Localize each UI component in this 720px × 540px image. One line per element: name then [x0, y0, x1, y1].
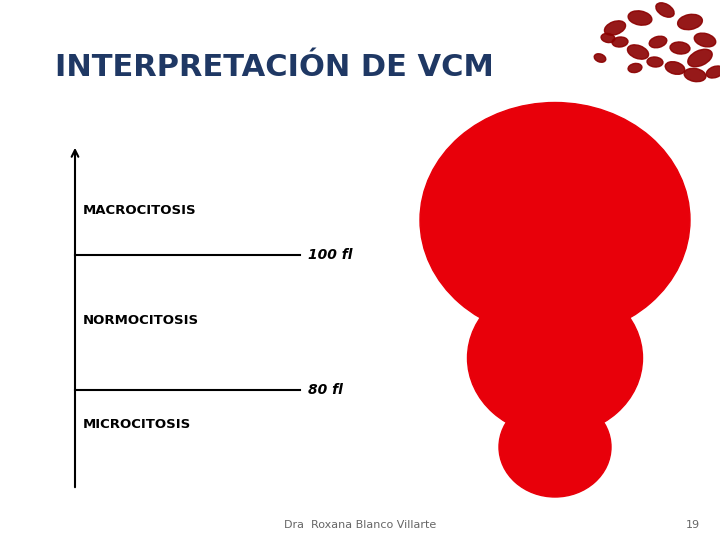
Text: MICROCITOSIS: MICROCITOSIS: [83, 418, 192, 431]
Ellipse shape: [627, 45, 649, 59]
Text: Dra  Roxana Blanco Villarte: Dra Roxana Blanco Villarte: [284, 520, 436, 530]
Ellipse shape: [628, 11, 652, 25]
Ellipse shape: [706, 66, 720, 78]
Text: INTERPRETACIÓN DE VCM: INTERPRETACIÓN DE VCM: [55, 53, 494, 83]
Text: NORMOCITOSIS: NORMOCITOSIS: [83, 314, 199, 327]
Ellipse shape: [467, 280, 642, 435]
Ellipse shape: [604, 21, 626, 35]
Text: 19: 19: [686, 520, 700, 530]
Ellipse shape: [628, 63, 642, 72]
Ellipse shape: [670, 42, 690, 54]
Ellipse shape: [656, 3, 674, 17]
Text: 80 fl: 80 fl: [308, 383, 343, 397]
Text: MACROCITOSIS: MACROCITOSIS: [83, 204, 197, 217]
Ellipse shape: [649, 36, 667, 48]
Ellipse shape: [601, 33, 615, 43]
Ellipse shape: [665, 62, 685, 75]
Ellipse shape: [499, 397, 611, 497]
Ellipse shape: [684, 69, 706, 82]
Ellipse shape: [688, 49, 712, 67]
Ellipse shape: [612, 37, 628, 47]
Ellipse shape: [420, 103, 690, 338]
Ellipse shape: [594, 53, 606, 62]
Ellipse shape: [694, 33, 716, 47]
Text: 100 fl: 100 fl: [308, 248, 353, 262]
Ellipse shape: [647, 57, 663, 67]
Ellipse shape: [678, 14, 703, 30]
